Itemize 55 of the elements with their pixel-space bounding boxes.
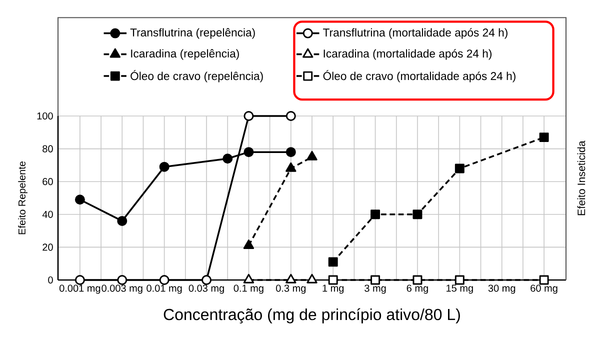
point [454,164,464,174]
y-tick-label: 100 [37,112,53,120]
legend-label: Óleo de cravo (repelência) [130,70,263,82]
point [539,132,549,142]
legend-label: Óleo de cravo (mortalidade após 24 h) [323,70,516,82]
point [222,154,233,164]
point [286,147,296,158]
point [286,274,296,284]
x-tick-label: 0.3 mg [276,284,306,294]
x-tick-label: 0.001 mg [59,284,100,294]
x-tick-label: 15 mg [446,284,473,294]
point [306,150,318,160]
x-tick-label: 0.01 mg [146,284,182,294]
y-tick-label: 40 [42,210,53,218]
x-tick-label: 30 mg [488,284,516,294]
point [454,275,464,285]
legend-label: Transflutrina (mortalidade após 24 h) [323,28,508,39]
x-tick-label: 0.003 mg [102,284,142,294]
x-tick-label: 0.03 mg [188,284,224,294]
x-axis-title: Concentração (mg de princípio ativo/80 L) [164,308,460,324]
point [243,239,254,249]
point [243,274,254,284]
point [117,216,128,226]
point [202,274,212,285]
y-tick-label: 20 [42,244,53,251]
legend-label: Transflutrina (repelência) [130,28,255,39]
point [159,162,170,172]
y-axis-title: Efeito Repelente [18,161,28,234]
y-tick-label: 60 [42,178,53,186]
y2-axis-title: Efeito Inseticida [577,140,586,216]
x-tick-label: 3 mg [364,284,386,294]
point [159,274,170,285]
point [244,110,254,121]
x-tick-label: 6 mg [406,284,428,294]
point [370,210,380,220]
point [412,275,422,285]
point [286,110,296,121]
x-tick-label: 0.1 mg [234,284,264,294]
point [286,162,296,172]
legend-label: Icaradina (repelência) [131,49,239,60]
legend-label: Icaradina (mortalidade após 24 h) [324,49,492,60]
point [117,274,128,285]
y-tick-label: 0 [48,276,53,284]
point [244,147,254,158]
point [539,275,549,285]
point [328,275,338,285]
point [74,194,85,205]
point [74,274,85,285]
point [370,275,380,285]
y-tick-label: 80 [42,145,53,152]
x-tick-label: 60 mg [530,284,558,294]
x-tick-label: 1 mg [322,284,344,294]
point [328,257,338,267]
point [412,210,422,220]
point [306,274,318,284]
